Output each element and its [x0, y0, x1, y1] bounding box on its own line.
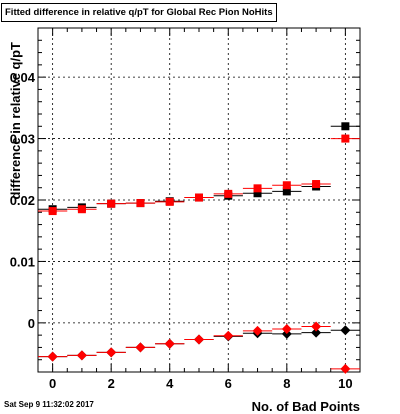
data-point-diamond: [106, 347, 117, 358]
plot-frame: [37, 27, 361, 373]
data-point-square: [165, 197, 174, 206]
data-point-square: [253, 189, 262, 198]
y-tick-label: 0.04: [10, 70, 36, 85]
data-point-diamond: [135, 342, 146, 353]
x-axis-label: No. of Bad Points: [252, 399, 360, 414]
data-point-diamond: [311, 321, 322, 332]
x-tick-label: 4: [166, 376, 174, 391]
timestamp-footer: Sat Sep 9 11:32:02 2017: [4, 400, 94, 409]
data-point-square: [107, 199, 116, 208]
x-tick-label: 6: [225, 376, 232, 391]
chart-title: Fitted difference in relative q/pT for G…: [1, 3, 277, 22]
data-point-square: [224, 189, 233, 198]
data-point-square: [282, 181, 291, 190]
x-tick-label: 8: [283, 376, 290, 391]
y-tick-label: 0: [28, 316, 35, 331]
data-point-square: [312, 180, 321, 189]
y-tick-label: 0.02: [10, 193, 35, 208]
y-tick-label: 0.03: [10, 132, 35, 147]
data-point-square: [77, 205, 86, 214]
data-point-diamond: [340, 363, 351, 374]
y-axis-label: difference in relative q/pT: [8, 42, 23, 200]
data-point-square: [341, 122, 350, 131]
data-point-diamond: [311, 327, 322, 338]
data-point-diamond: [252, 325, 263, 336]
data-point-square: [341, 134, 350, 143]
x-tick-label: 0: [49, 376, 56, 391]
y-tick-label: 0.01: [10, 254, 35, 269]
data-point-square: [136, 199, 145, 208]
data-point-square: [195, 193, 203, 202]
data-point-diamond: [194, 334, 204, 345]
data-point-square: [282, 187, 291, 196]
data-point-diamond: [281, 324, 292, 334]
data-point-square: [253, 184, 262, 193]
data-point-diamond: [76, 350, 87, 361]
data-point-diamond: [164, 338, 175, 349]
x-tick-label: 10: [338, 376, 352, 391]
x-tick-label: 2: [108, 376, 115, 391]
data-point-square: [48, 207, 57, 216]
data-point-diamond: [340, 325, 351, 336]
data-point-diamond: [223, 330, 234, 341]
data-point-diamond: [47, 351, 58, 362]
